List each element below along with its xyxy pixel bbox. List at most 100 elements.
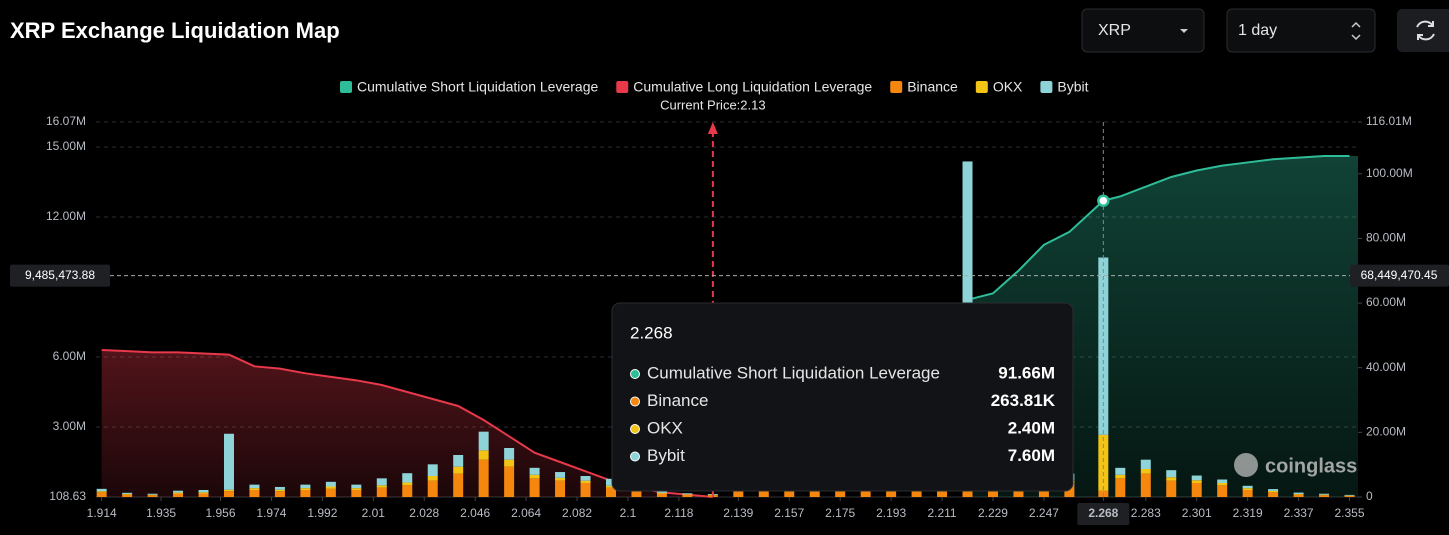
x-tick-label: 2.337 xyxy=(1284,506,1314,520)
bar-segment xyxy=(224,490,234,491)
tooltip-title: 2.268 xyxy=(630,323,673,342)
bar-segment xyxy=(148,495,158,497)
y-tick-label: 16.07M xyxy=(46,114,86,128)
legend-swatch xyxy=(890,81,902,93)
bar-segment xyxy=(351,490,361,497)
bar-segment xyxy=(479,460,489,497)
crosshair-left-label: 9,485,473.88 xyxy=(25,268,95,282)
x-tick-label: 2.157 xyxy=(774,506,804,520)
tooltip-dot xyxy=(631,425,640,434)
bar-segment xyxy=(249,485,259,489)
tooltip-name: Binance xyxy=(647,391,708,410)
legend-swatch xyxy=(976,81,988,93)
x-tick-label: 1.914 xyxy=(87,506,117,520)
x-tick-label: 1.935 xyxy=(146,506,176,520)
legend-label: Bybit xyxy=(1057,79,1088,95)
legend-label: Cumulative Long Liquidation Leverage xyxy=(633,79,872,95)
bar-segment xyxy=(428,481,438,497)
y-tick-label: 3.00M xyxy=(53,419,86,433)
x-tick-label: 2.355 xyxy=(1334,506,1364,520)
y-tick-label: 6.00M xyxy=(53,349,86,363)
bar-segment xyxy=(504,467,514,497)
bar-segment xyxy=(148,494,158,495)
tooltip-value: 7.60M xyxy=(1008,446,1055,465)
bar-segment xyxy=(453,474,463,497)
bar-segment xyxy=(402,483,412,486)
bar-segment xyxy=(224,434,234,490)
bar-segment xyxy=(326,489,336,497)
bar-segment xyxy=(97,492,107,497)
bar-segment xyxy=(300,488,310,490)
bar-segment xyxy=(351,485,361,489)
y2-tick-label: 116.01M xyxy=(1366,114,1412,128)
bar-segment xyxy=(581,483,591,497)
bar-segment xyxy=(1319,494,1329,495)
bar-segment xyxy=(326,482,336,487)
bar-segment xyxy=(504,460,514,467)
x-tick-label: 2.247 xyxy=(1029,506,1059,520)
bar-segment xyxy=(555,481,565,497)
x-tick-label: 2.319 xyxy=(1233,506,1263,520)
bar-segment xyxy=(1141,474,1151,497)
bar-segment xyxy=(1345,496,1355,497)
bar-segment xyxy=(657,493,667,494)
bar-segment xyxy=(1166,477,1176,481)
tooltip-dot xyxy=(631,370,640,379)
bar-segment xyxy=(1345,495,1355,496)
bar-segment xyxy=(453,455,463,467)
tooltip-value: 2.40M xyxy=(1008,418,1055,437)
tooltip-value: 91.66M xyxy=(998,363,1055,382)
bar-segment xyxy=(1217,485,1227,497)
bar-segment xyxy=(122,495,132,497)
bar-segment xyxy=(428,476,438,481)
y2-tick-label: 60.00M xyxy=(1366,295,1406,309)
symbol-select[interactable]: XRP xyxy=(1082,9,1204,52)
period-select[interactable]: 1 day xyxy=(1227,9,1375,52)
watermark: coinglass xyxy=(1265,455,1357,477)
bar-segment xyxy=(199,494,209,498)
bar-segment xyxy=(249,488,259,490)
bar-segment xyxy=(530,475,540,479)
x-tick-label: 2.1 xyxy=(620,506,637,520)
tooltip-name: Bybit xyxy=(647,446,685,465)
bar-segment xyxy=(351,488,361,490)
y2-tick-label: 80.00M xyxy=(1366,231,1406,245)
legend-swatch xyxy=(1040,81,1052,93)
refresh-button[interactable] xyxy=(1397,9,1449,52)
crosshair-right-label: 68,449,470.45 xyxy=(1361,268,1438,282)
bar-segment xyxy=(1294,495,1304,497)
legend-swatch xyxy=(340,81,352,93)
button-box[interactable] xyxy=(1397,9,1449,52)
bar-segment xyxy=(173,493,183,494)
bar-segment xyxy=(199,490,209,492)
bar-segment xyxy=(97,491,107,492)
x-tick-label: 2.301 xyxy=(1182,506,1212,520)
bar-segment xyxy=(1268,491,1278,492)
select-value[interactable]: 1 day xyxy=(1238,22,1277,39)
legend-swatch xyxy=(616,81,628,93)
x-tick-label: 1.974 xyxy=(256,506,286,520)
bar-segment xyxy=(1243,490,1253,497)
bar-segment xyxy=(122,494,132,495)
bar-segment xyxy=(275,490,285,491)
bar-segment xyxy=(1268,489,1278,491)
bar-segment xyxy=(1294,494,1304,495)
tooltip-name: OKX xyxy=(647,418,683,437)
bar-segment xyxy=(249,490,259,497)
bar-segment xyxy=(555,472,565,478)
bar-segment xyxy=(275,491,285,497)
x-tick-label: 2.193 xyxy=(876,506,906,520)
legend-label: Cumulative Short Liquidation Leverage xyxy=(357,79,598,95)
bar-segment xyxy=(504,448,514,460)
tooltip-value: 263.81K xyxy=(991,391,1056,410)
bar-segment xyxy=(1319,495,1329,497)
bar-segment xyxy=(1166,481,1176,497)
bar-segment xyxy=(173,491,183,493)
bar-segment xyxy=(1141,460,1151,469)
y2-tick-label: 100.00M xyxy=(1366,166,1413,180)
bar-segment xyxy=(1115,478,1125,497)
select-value[interactable]: XRP xyxy=(1098,22,1131,39)
bar-segment xyxy=(402,473,412,482)
bar-segment xyxy=(1294,493,1304,494)
